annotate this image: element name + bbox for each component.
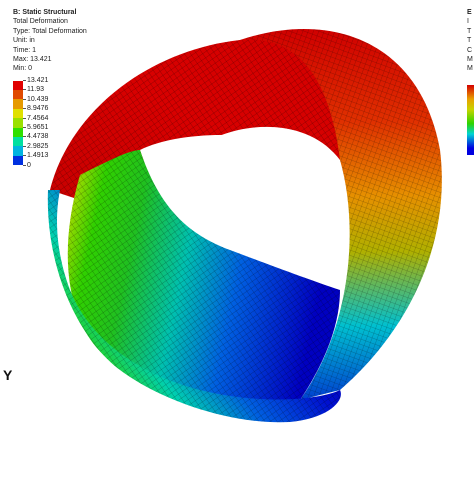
legend-label: 0 xyxy=(27,161,31,169)
cylinder-inner-surface xyxy=(67,150,341,401)
result-max: Max: 13.421 xyxy=(13,56,52,64)
panel2-line: T xyxy=(467,27,472,35)
legend-swatch xyxy=(13,155,23,166)
legend-entry: 11.93 xyxy=(13,85,73,100)
panel2-line: M xyxy=(467,56,473,64)
legend-tick xyxy=(23,126,26,128)
legend-label: 7.4564 xyxy=(27,114,49,122)
legend-tick xyxy=(23,155,26,157)
panel2-line: M xyxy=(467,65,473,73)
legend-swatch xyxy=(13,99,23,109)
legend-label: 5.9651 xyxy=(27,123,49,131)
legend-entry: 5.9651 xyxy=(13,123,73,138)
legend-swatch xyxy=(13,146,23,156)
legend-entry: 4.4738 xyxy=(13,132,73,147)
legend-entry: 13.421 xyxy=(13,76,73,91)
legend-tick xyxy=(23,98,26,100)
result-unit: Unit: in xyxy=(13,37,35,45)
cylinder-outer-surface xyxy=(47,190,341,423)
legend-swatch xyxy=(13,137,23,147)
result-name: Total Deformation xyxy=(13,18,68,26)
legend-swatch xyxy=(13,127,23,138)
legend-swatch xyxy=(13,80,23,91)
legend-tick xyxy=(23,80,26,81)
cylinder-opening xyxy=(140,135,345,290)
legend-label: 4.4738 xyxy=(27,133,49,141)
panel2-line: I xyxy=(467,18,469,26)
legend-swatch xyxy=(13,108,23,119)
legend-label: 8.9476 xyxy=(27,105,49,113)
legend-tick xyxy=(23,136,26,138)
second-color-legend xyxy=(467,85,474,155)
legend-entry: 7.4564 xyxy=(13,114,73,128)
panel2-line: C xyxy=(467,46,473,54)
legend-tick xyxy=(23,164,26,166)
legend-entry: 0 xyxy=(13,161,73,170)
panel2-line: E xyxy=(467,9,472,16)
legend-label: 11.93 xyxy=(27,86,44,94)
legend-tick xyxy=(23,89,26,91)
axis-triad-y-label: Y xyxy=(3,367,13,383)
legend-entry: 8.9476 xyxy=(13,104,73,119)
result-time: Time: 1 xyxy=(13,46,37,54)
legend-tick xyxy=(23,117,26,119)
result-min: Min: 0 xyxy=(13,65,33,73)
second-info-panel: E I T T C M M xyxy=(467,8,474,74)
legend-label: 13.421 xyxy=(27,77,49,84)
legend-swatch xyxy=(13,118,23,128)
analysis-title: B: Static Structural xyxy=(13,9,77,16)
legend-label: 1.4913 xyxy=(27,152,49,160)
legend-entry: 1.4913 xyxy=(13,151,73,166)
result-info-panel: B: Static Structural Total Deformation T… xyxy=(13,8,87,74)
color-legend[interactable]: 13.421 11.93 10.439 8.9476 7.4564 5.9651 4.473… xyxy=(13,76,73,170)
cylinder-back-face xyxy=(240,29,442,400)
legend-swatch xyxy=(13,90,23,100)
legend-label: 2.9825 xyxy=(27,142,49,150)
result-type: Type: Total Deformation xyxy=(13,27,87,35)
legend-tick xyxy=(23,108,26,110)
panel2-line: T xyxy=(467,37,472,45)
legend-label: 10.439 xyxy=(27,95,49,103)
legend-entry: 2.9825 xyxy=(13,142,73,156)
legend-entry: 10.439 xyxy=(13,95,73,109)
legend-tick xyxy=(23,145,26,147)
